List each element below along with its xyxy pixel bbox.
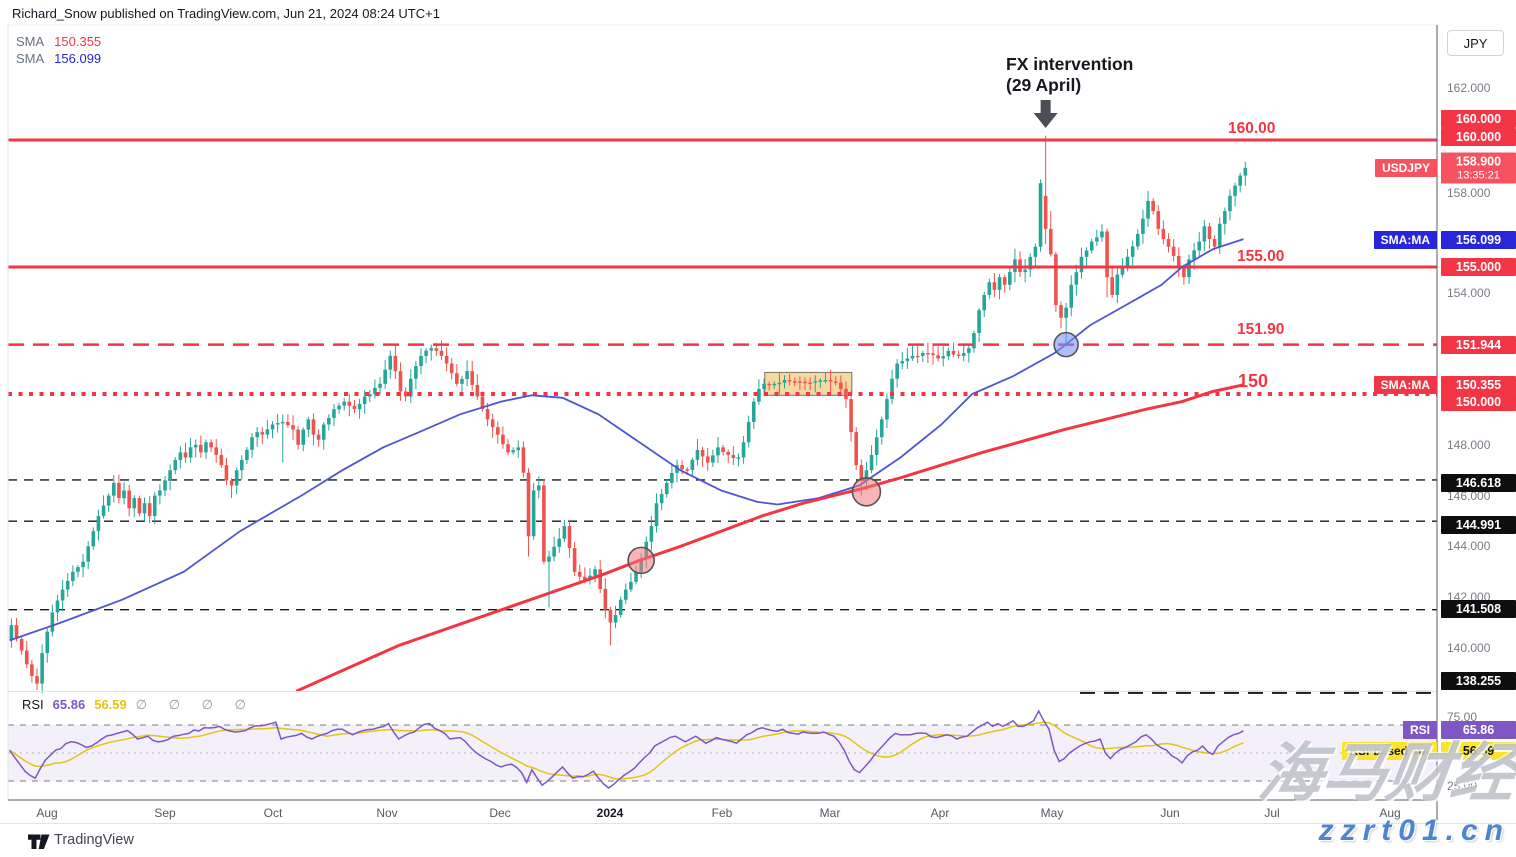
- rsi-value: 65.86: [52, 697, 86, 712]
- series-badge: USDJPY: [1374, 159, 1437, 177]
- sma2-legend[interactable]: SMA 156.099: [16, 51, 101, 66]
- price-axis-badge: 158.900 13:35:21: [1441, 152, 1516, 184]
- price-axis-badge: 150.355: [1441, 376, 1516, 394]
- level-label: 160.00: [1228, 120, 1276, 137]
- sma1-value: 150.355: [54, 34, 102, 49]
- price-axis-badge: 160.000: [1441, 128, 1516, 146]
- series-badge: SMA:MA: [1373, 231, 1437, 249]
- x-axis-label[interactable]: Aug: [36, 806, 58, 820]
- price-axis-label: 162.000: [1447, 81, 1491, 95]
- x-axis-label[interactable]: Apr: [930, 806, 950, 820]
- price-axis-badge: 141.508: [1441, 600, 1516, 618]
- sma2-label: SMA: [16, 51, 45, 66]
- tradingview-logo-icon[interactable]: [28, 833, 50, 855]
- sma1-legend[interactable]: SMA 150.355: [16, 34, 101, 49]
- x-axis-label[interactable]: Aug: [1379, 806, 1401, 820]
- series-badge: RSI: [1402, 721, 1437, 739]
- price-axis-badge: 151.944: [1441, 336, 1516, 354]
- level-label: 151.90: [1237, 321, 1285, 338]
- price-axis-badge: 156.099: [1441, 231, 1516, 249]
- x-axis-label[interactable]: Feb: [711, 806, 733, 820]
- price-axis-badge: 138.255: [1441, 672, 1516, 690]
- price-axis-badge: 155.000: [1441, 258, 1516, 276]
- fx-intervention-annotation: FX intervention (29 April): [1006, 54, 1133, 96]
- sma2-value: 156.099: [54, 51, 102, 66]
- price-axis-badge: 146.618: [1441, 474, 1516, 492]
- price-axis-label: 154.000: [1447, 286, 1491, 300]
- rsi-label: RSI: [22, 697, 44, 712]
- x-axis-label[interactable]: May: [1040, 806, 1064, 820]
- x-axis-label[interactable]: Sep: [154, 806, 176, 820]
- series-badge: RSI-based MA: [1342, 742, 1437, 760]
- price-axis-label: 146.000: [1447, 489, 1491, 503]
- price-axis-badge: 144.991: [1441, 516, 1516, 534]
- price-axis-label: 25.00: [1447, 779, 1478, 793]
- price-axis-badge: 65.86: [1441, 721, 1516, 739]
- x-axis-label[interactable]: Dec: [489, 806, 511, 820]
- annotation-line1: FX intervention: [1006, 54, 1134, 74]
- level-label: 150: [1238, 371, 1269, 391]
- last-trade-time: 13:35:21: [1457, 169, 1500, 182]
- x-axis-label[interactable]: 2024: [596, 806, 624, 820]
- level-label: 155.00: [1237, 248, 1285, 265]
- price-axis-label: 140.000: [1447, 641, 1491, 655]
- watermark-url: zzrt01.cn: [1318, 814, 1510, 847]
- x-axis-label[interactable]: Oct: [263, 806, 283, 820]
- price-axis-badge: 160.000: [1441, 110, 1516, 128]
- x-axis-label[interactable]: Nov: [376, 806, 398, 820]
- x-axis-label[interactable]: Jul: [1264, 806, 1280, 820]
- series-badge: SMA:MA: [1373, 376, 1437, 394]
- rsi-empty-values: ∅ ∅ ∅ ∅: [135, 697, 255, 712]
- price-axis-badge: 150.000: [1441, 393, 1516, 411]
- rsi-legend[interactable]: RSI 65.86 56.59 ∅ ∅ ∅ ∅: [22, 697, 264, 713]
- price-axis-label: 75.00: [1447, 710, 1478, 724]
- price-axis-label: 148.000: [1447, 438, 1491, 452]
- watermark-chinese: 海马财经: [1254, 737, 1516, 809]
- x-axis-label[interactable]: Jun: [1160, 806, 1180, 820]
- x-axis-label[interactable]: Mar: [819, 806, 841, 820]
- tradingview-brand-text[interactable]: TradingView: [54, 832, 134, 848]
- sma1-label: SMA: [16, 34, 45, 49]
- currency-toggle-button[interactable]: JPY: [1447, 30, 1504, 56]
- price-axis-badge: 56.59: [1441, 742, 1516, 760]
- price-axis-label: 158.000: [1447, 186, 1491, 200]
- page-title: Richard_Snow published on TradingView.co…: [12, 6, 440, 21]
- price-axis-label: 144.000: [1447, 539, 1491, 553]
- footer-bar: TradingView: [0, 823, 1516, 857]
- annotation-line2: (29 April): [1006, 75, 1082, 95]
- rsi-ma-value: 56.59: [94, 697, 127, 712]
